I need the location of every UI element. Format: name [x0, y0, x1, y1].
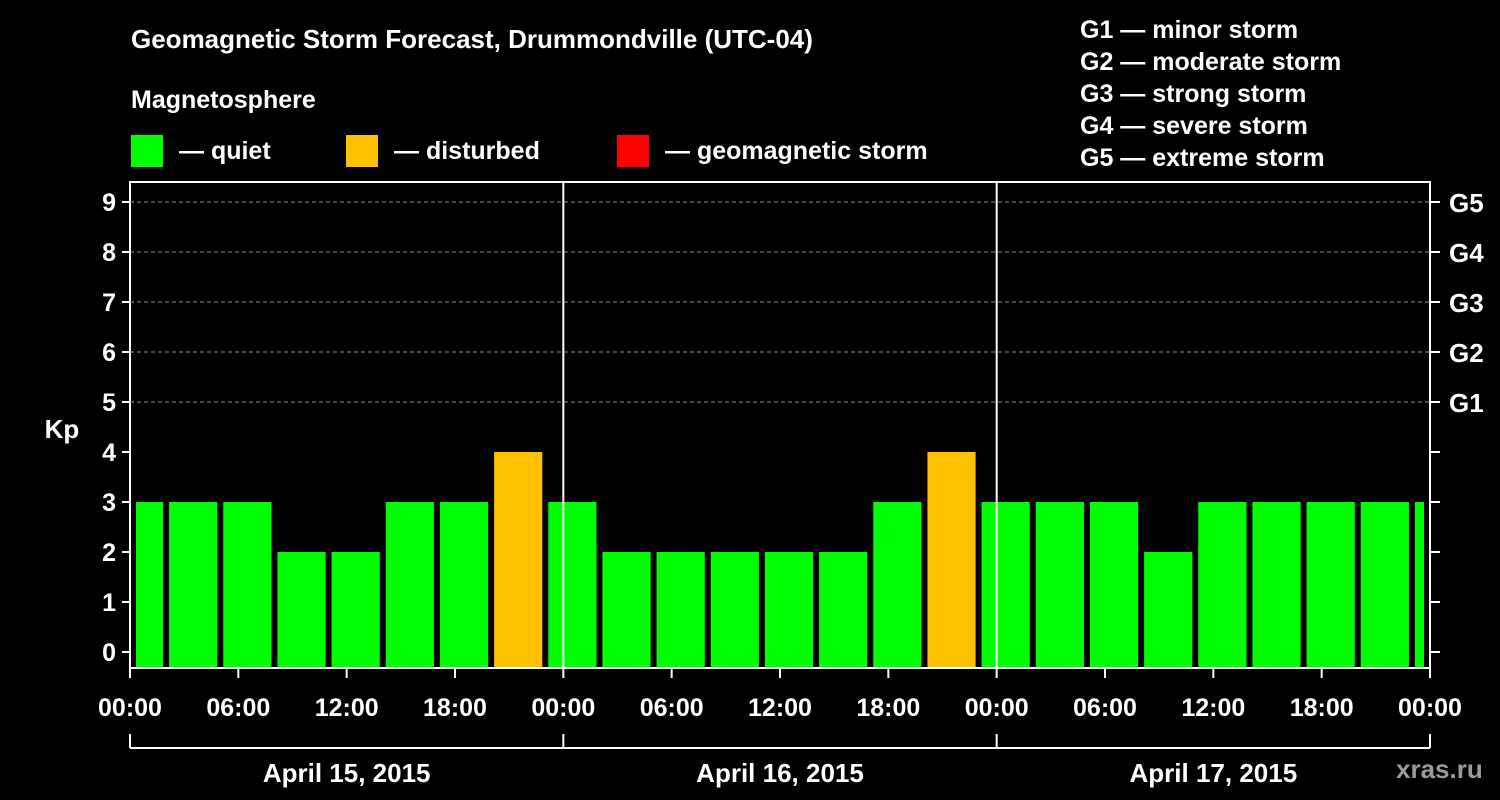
- legend-quiet-label: — quiet: [179, 136, 271, 165]
- x-tick-label: 18:00: [856, 694, 920, 722]
- kp-bar: [764, 552, 814, 668]
- kp-bar: [602, 552, 651, 668]
- y-tick-label: 9: [102, 189, 116, 217]
- y-axis-label: Kp: [45, 414, 80, 444]
- quiet-swatch: [131, 135, 163, 167]
- kp-bar: [981, 502, 1030, 668]
- kp-bar: [1306, 502, 1355, 668]
- scale-g3: G3 — strong storm: [1080, 80, 1307, 108]
- y-tick-label: 3: [102, 489, 116, 517]
- right-axis-label-g5: G5: [1449, 188, 1484, 218]
- kp-bar: [136, 502, 164, 668]
- scale-g1: G1 — minor storm: [1080, 16, 1299, 44]
- day-label: April 15, 2015: [263, 758, 431, 788]
- legend-item-storm: — geomagnetic storm: [617, 134, 928, 168]
- kp-bar: [331, 552, 380, 668]
- y-tick-label: 7: [102, 289, 116, 317]
- kp-bar: [819, 552, 868, 668]
- scale-g5: G5 — extreme storm: [1080, 144, 1325, 172]
- kp-bar: [385, 502, 434, 668]
- kp-bar: [710, 552, 759, 668]
- day-label: April 17, 2015: [1130, 758, 1298, 788]
- kp-bar: [1089, 502, 1139, 668]
- kp-bar: [1144, 552, 1193, 668]
- right-axis-label-g2: G2: [1449, 338, 1484, 368]
- day-label: April 16, 2015: [696, 758, 864, 788]
- x-tick-label: 06:00: [1073, 694, 1137, 722]
- y-tick-label: 4: [102, 439, 116, 467]
- kp-bar: [494, 452, 543, 668]
- chart-title: Geomagnetic Storm Forecast, Drummondvill…: [131, 24, 813, 54]
- kp-bar: [927, 452, 976, 668]
- kp-bar: [548, 502, 597, 668]
- x-tick-label: 18:00: [423, 694, 487, 722]
- legend-disturbed-label: — disturbed: [394, 136, 540, 165]
- y-tick-label: 8: [102, 239, 116, 267]
- scale-g2: G2 — moderate storm: [1080, 48, 1342, 76]
- x-tick-label: 00:00: [98, 694, 162, 722]
- kp-bar: [223, 502, 272, 668]
- legend-item-quiet: — quiet: [131, 134, 271, 168]
- x-tick-label: 12:00: [1181, 694, 1245, 722]
- kp-bar: [439, 502, 489, 668]
- kp-bar: [1198, 502, 1247, 668]
- legend-item-disturbed: — disturbed: [346, 134, 540, 168]
- x-tick-label: 00:00: [965, 694, 1029, 722]
- x-tick-label: 12:00: [748, 694, 812, 722]
- legend-heading: Magnetosphere: [131, 86, 316, 114]
- kp-bar: [1035, 502, 1084, 668]
- kp-bar: [1414, 502, 1424, 668]
- y-tick-label: 2: [102, 539, 116, 567]
- storm-scale-legend: G1 — minor storm G2 — moderate storm G3 …: [1080, 14, 1341, 174]
- y-tick-label: 5: [102, 389, 116, 417]
- y-tick-label: 0: [102, 639, 116, 667]
- x-tick-label: 12:00: [315, 694, 379, 722]
- kp-bar: [277, 552, 326, 668]
- y-tick-label: 1: [102, 589, 116, 617]
- x-tick-label: 06:00: [640, 694, 704, 722]
- x-tick-label: 00:00: [531, 694, 595, 722]
- scale-g4: G4 — severe storm: [1080, 112, 1308, 140]
- y-tick-label: 6: [102, 339, 116, 367]
- watermark: xras.ru: [1396, 754, 1483, 784]
- storm-swatch: [617, 135, 649, 167]
- right-axis-label-g4: G4: [1449, 238, 1484, 268]
- right-axis-label-g3: G3: [1449, 288, 1484, 318]
- kp-bar: [873, 502, 922, 668]
- kp-bar: [1360, 502, 1409, 668]
- kp-bar: [1252, 502, 1301, 668]
- kp-bar: [169, 502, 218, 668]
- legend-storm-label: — geomagnetic storm: [665, 136, 928, 165]
- kp-bar: [656, 552, 705, 668]
- x-tick-label: 18:00: [1290, 694, 1354, 722]
- x-tick-label: 06:00: [206, 694, 270, 722]
- disturbed-swatch: [346, 135, 378, 167]
- right-axis-label-g1: G1: [1449, 388, 1484, 418]
- x-tick-label: 00:00: [1398, 694, 1462, 722]
